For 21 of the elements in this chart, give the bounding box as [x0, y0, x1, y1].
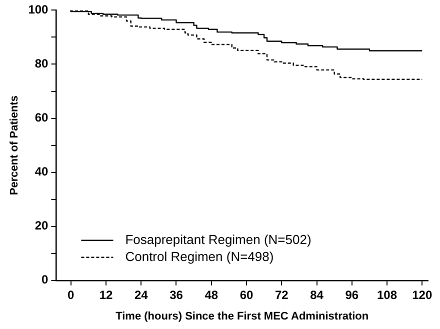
y-tick-label: 60 — [34, 110, 49, 125]
y-tick-label: 20 — [34, 218, 49, 233]
y-axis-title: Percent of Patients — [8, 95, 21, 196]
x-axis-title: Time (hours) Since the First MEC Administration — [116, 310, 369, 322]
x-tick-label: 24 — [134, 288, 148, 302]
x-tick-label: 0 — [68, 288, 75, 302]
y-tick-label: 0 — [42, 272, 49, 287]
x-tick-label: 36 — [170, 288, 184, 302]
x-tick-label: 12 — [99, 288, 113, 302]
x-tick-label: 96 — [345, 288, 359, 302]
x-tick-label: 120 — [412, 288, 432, 302]
y-tick-label: 100 — [28, 2, 49, 17]
legend-label: Fosaprepitant Regimen (N=502) — [125, 232, 312, 247]
y-tick-label: 80 — [34, 56, 49, 71]
x-tick-label: 108 — [377, 288, 398, 302]
x-tick-label: 84 — [310, 288, 324, 302]
x-tick-label: 60 — [240, 288, 254, 302]
legend-label: Control Regimen (N=498) — [125, 248, 274, 264]
x-tick-label: 48 — [204, 288, 218, 302]
y-tick-label: 40 — [34, 164, 49, 179]
x-tick-label: 72 — [274, 288, 289, 302]
